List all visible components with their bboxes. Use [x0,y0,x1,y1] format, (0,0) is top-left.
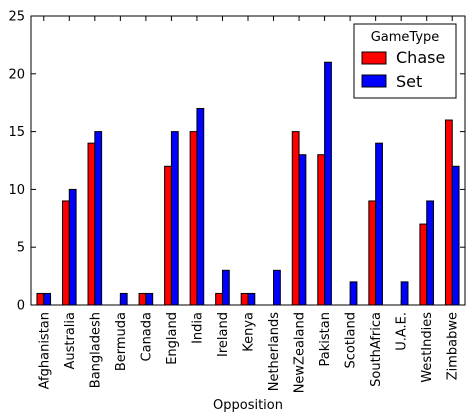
bar-chase-newzealand [291,131,300,306]
x-tick-label: WestIndies [420,312,435,383]
y-tick-label: 5 [17,241,25,256]
x-tick-label: Kenya [242,312,257,352]
x-tick-label: Netherlands [267,312,282,391]
x-tick-label: SouthAfrica [369,312,384,387]
bar-set-zimbabwe [451,165,460,306]
x-tick-label: Afghanistan [37,312,52,389]
x-axis: Afghanistan Australia Bangladesh Bermuda Can… [37,16,461,393]
bar-set-netherlands [273,269,281,306]
bar-set-england [170,131,179,306]
x-tick-label: India [190,312,205,344]
bar-set-india [196,107,205,306]
x-tick-label: Pakistan [318,312,333,366]
bar-set-ireland [221,269,230,306]
bar-set-newzealand [298,154,307,306]
x-axis-label: Opposition [213,398,283,413]
bar-set-canada [145,292,154,306]
x-tick-label: Australia [63,312,78,370]
legend-label-chase: Chase [396,48,445,67]
y-tick-label: 15 [8,125,25,140]
bar-chase-pakistan [317,154,326,306]
bar-set-westindies [426,200,435,306]
y-axis: 0 5 10 15 20 25 [8,10,465,314]
legend-swatch-set [361,74,387,88]
bar-set-kenya [247,292,256,306]
y-tick-label: 10 [8,183,25,198]
bar-set-bermuda [119,292,128,306]
bar-set-southafrica [375,142,383,306]
bar-chase-ireland [215,292,223,306]
bar-set-pakistan [324,61,332,306]
bar-chase-afghanistan [36,292,45,306]
bar-set-scotland [349,281,358,306]
bar-chase-australia [61,200,70,306]
bar-chase-southafrica [368,200,377,306]
x-tick-label: Zimbabwe [446,312,461,380]
bar-set-afghanistan [43,292,52,306]
x-tick-label: Ireland [216,312,231,357]
x-tick-label: Bermuda [114,312,129,371]
x-tick-label: Bangladesh [88,312,103,388]
bar-set-australia [68,188,77,306]
x-tick-label: Canada [139,312,154,361]
bar-chase-england [164,165,172,306]
bar-chase-westindies [419,223,428,306]
legend-title: GameType [371,30,440,45]
x-tick-label: U.A.E. [395,312,410,351]
bar-set-u-a-e- [400,281,409,306]
bar-chase-india [189,131,198,306]
legend-swatch-chase [361,51,387,65]
bar-set-bangladesh [94,131,103,306]
bar-chase-canada [138,292,147,306]
y-tick-label: 25 [8,10,25,25]
legend-label-set: Set [396,72,422,91]
y-tick-label: 0 [17,299,25,314]
y-tick-label: 20 [8,67,25,82]
x-tick-label: NewZealand [293,312,308,393]
x-tick-label: Scotland [344,312,359,369]
bar-chase-kenya [240,292,249,306]
bar-chase-bangladesh [87,142,96,306]
x-tick-label: England [165,312,180,365]
legend: GameType Chase Set [353,23,457,99]
bar-chase-zimbabwe [444,119,453,306]
